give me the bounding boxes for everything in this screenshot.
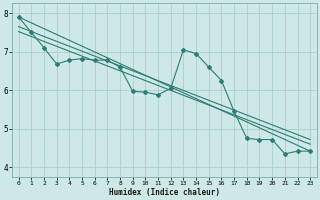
- X-axis label: Humidex (Indice chaleur): Humidex (Indice chaleur): [109, 188, 220, 197]
